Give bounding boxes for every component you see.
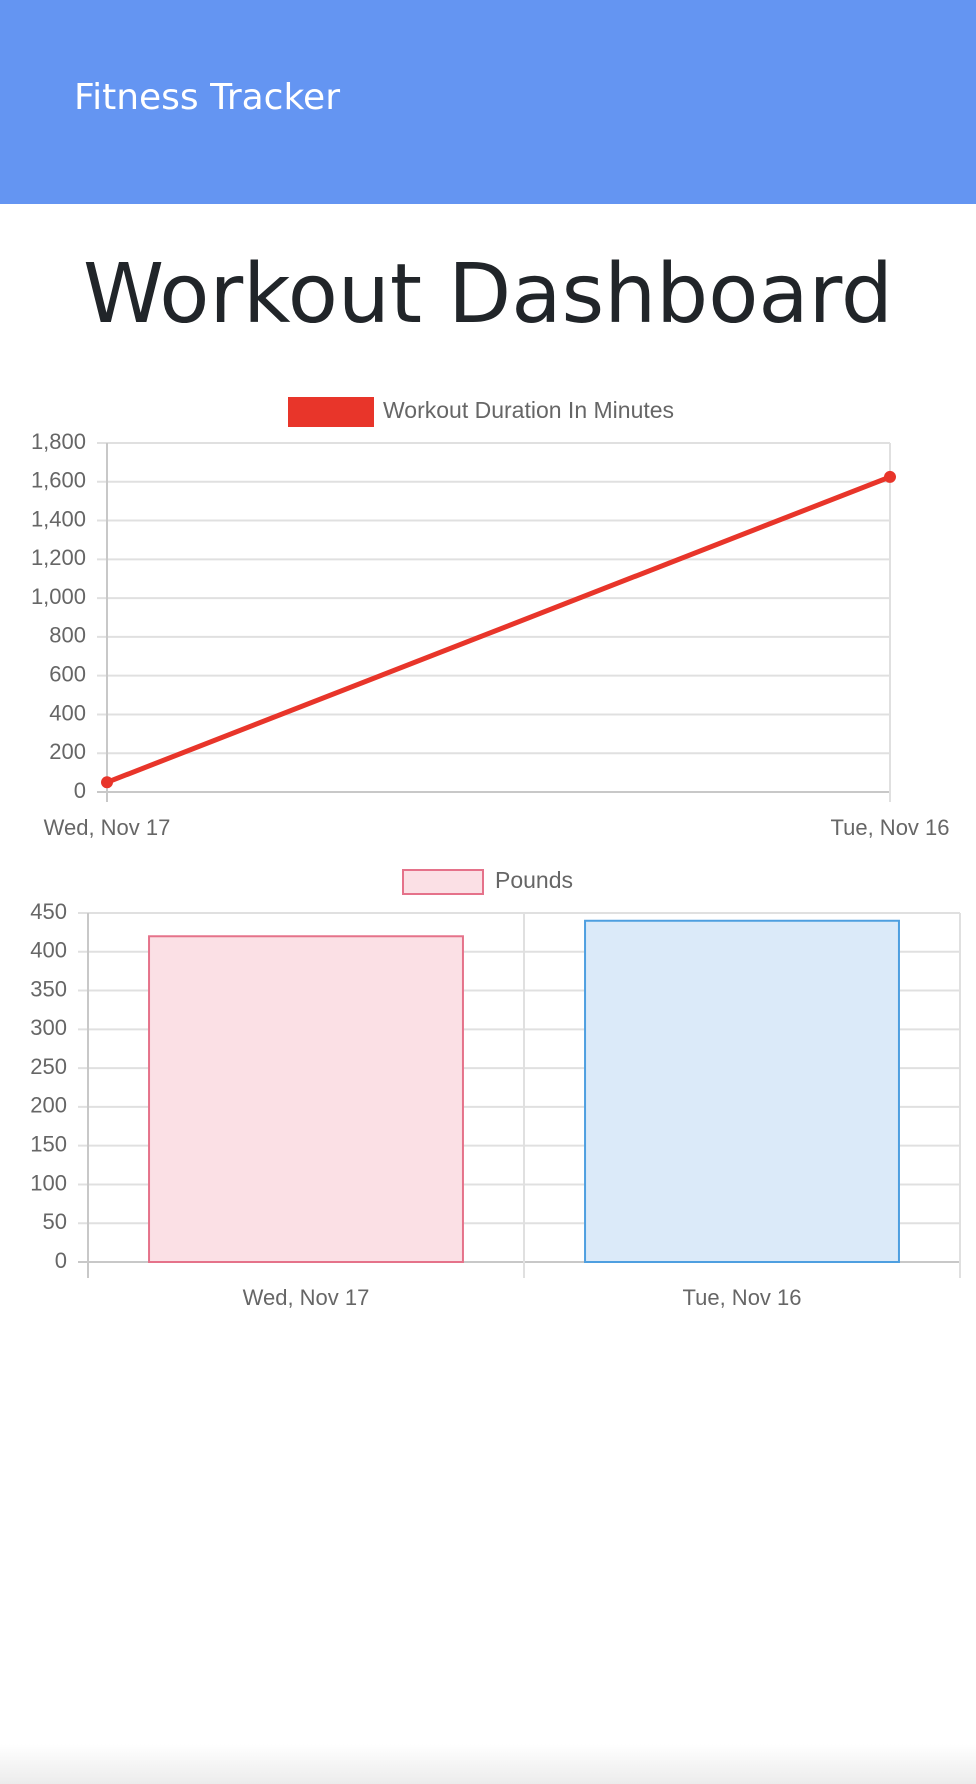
y-tick-label: 800: [49, 623, 86, 648]
y-tick-label: 150: [30, 1131, 67, 1156]
y-tick-label: 1,400: [31, 506, 86, 531]
brand-link[interactable]: Fitness Tracker: [74, 77, 340, 118]
y-tick-label: 0: [74, 778, 86, 803]
x-tick-label: Wed, Nov 17: [243, 1285, 370, 1310]
y-tick-label: 450: [30, 899, 67, 924]
workout-duration-chart: Workout Duration In Minutes 0 200 400 600 800…: [31, 397, 950, 840]
y-tick-label: 400: [49, 700, 86, 725]
y-tick-label: 300: [30, 1015, 67, 1040]
navbar: Fitness Tracker: [0, 0, 976, 204]
pounds-legend: Pounds: [402, 867, 573, 895]
y-tick-label: 1,200: [31, 545, 86, 570]
y-tick-label: 200: [30, 1093, 67, 1118]
duration-series-line: [106, 474, 891, 785]
pounds-chart: Pounds 0 50 100 150 200 250 300 350 400 450 Wed, No…: [30, 867, 961, 1310]
legend-label: Pounds: [495, 867, 573, 893]
legend-swatch: [402, 869, 484, 895]
page-title: Workout Dashboard: [83, 247, 893, 342]
bar: [584, 919, 900, 1263]
bottom-fade: [0, 1744, 976, 1784]
x-tick-label: Tue, Nov 16: [830, 815, 949, 840]
bar: [148, 935, 464, 1264]
x-tick-label: Wed, Nov 17: [44, 815, 171, 840]
legend-label: Workout Duration In Minutes: [383, 397, 674, 423]
y-tick-label: 1,000: [31, 584, 86, 609]
duration-legend: Workout Duration In Minutes: [288, 397, 674, 427]
y-tick-label: 100: [30, 1170, 67, 1195]
x-tick-label: Tue, Nov 16: [682, 1285, 801, 1310]
y-tick-label: 600: [49, 661, 86, 686]
y-tick-label: 200: [49, 739, 86, 764]
y-tick-label: 1,600: [31, 468, 86, 493]
y-tick-label: 400: [30, 938, 67, 963]
y-tick-label: 350: [30, 976, 67, 1001]
data-point: [101, 776, 113, 789]
y-tick-label: 0: [55, 1248, 67, 1273]
y-tick-label: 250: [30, 1054, 67, 1079]
legend-swatch: [288, 397, 374, 427]
y-tick-label: 50: [43, 1209, 67, 1234]
data-point: [884, 470, 896, 483]
y-tick-label: 1,800: [31, 429, 86, 454]
